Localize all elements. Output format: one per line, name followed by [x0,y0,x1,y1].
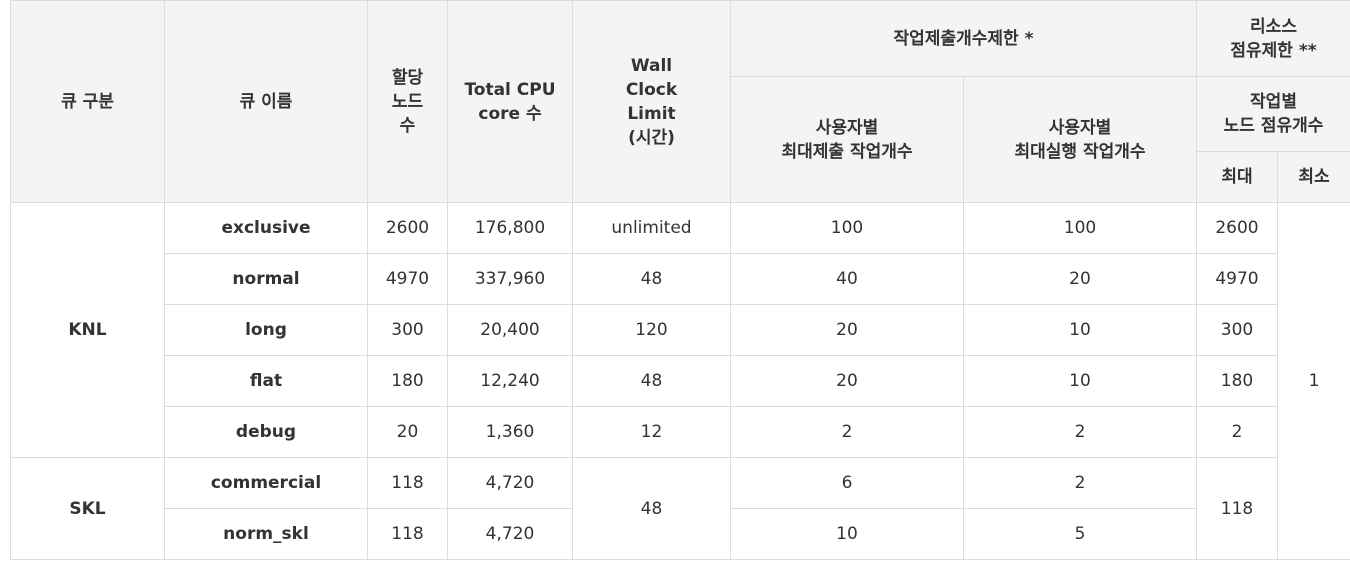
max-submit-cell: 6 [730,457,964,509]
max-nodes-cell: 118 [1196,457,1278,560]
max-run-cell: 10 [963,355,1197,407]
wall-clock-cell: unlimited [572,202,731,254]
max-submit-cell: 20 [730,355,964,407]
max-submit-cell: 10 [730,508,964,560]
table-row: KNL exclusive 2600 176,800 unlimited 100… [10,202,1350,560]
queue-policy-table: 큐 구분 큐 이름 할당 노드 수 Total CPU core 수 Wall Cloc… [10,0,1350,560]
nodes-cell: 2600 [367,202,448,254]
wall-clock-cell: 48 [572,253,731,305]
table-row: long 300 20,400 120 20 10 300 [11,304,1350,356]
queue-group-cell: SKL [10,457,165,560]
cores-cell: 4,720 [447,508,573,560]
header-wall-clock-limit: Wall Clock Limit (시간) [572,0,731,203]
wall-clock-cell: 12 [572,406,731,458]
table-row: flat 180 12,240 48 20 10 180 [11,355,1350,407]
nodes-cell: 300 [367,304,448,356]
nodes-cell: 180 [367,355,448,407]
max-submit-cell: 40 [730,253,964,305]
max-nodes-cell: 180 [1196,355,1278,407]
max-submit-cell: 100 [730,202,964,254]
cores-cell: 337,960 [447,253,573,305]
nodes-cell: 118 [367,457,448,509]
table-body: KNL exclusive 2600 176,800 unlimited 100… [10,202,1350,560]
header-queue-group: 큐 구분 [10,0,165,203]
max-run-cell: 5 [963,508,1197,560]
queue-group-cell: KNL [10,202,165,458]
wall-clock-cell: 120 [572,304,731,356]
header-queue-name: 큐 이름 [164,0,368,203]
cores-cell: 20,400 [447,304,573,356]
table-row: SKL commercial 118 4,720 48 6 2 118 [10,457,1350,560]
nodes-cell: 20 [367,406,448,458]
max-run-cell: 10 [963,304,1197,356]
header-total-cpu-cores: Total CPU core 수 [447,0,573,203]
table-row: normal 4970 337,960 48 40 20 4970 [11,253,1350,305]
cores-cell: 12,240 [447,355,573,407]
header-max-submit-per-user: 사용자별 최대제출 작업개수 [730,76,964,203]
table-row: debug 20 1,360 12 2 2 2 [11,406,1350,458]
queue-name-cell: commercial [164,457,368,509]
header-max: 최대 [1196,151,1278,203]
max-run-cell: 20 [963,253,1197,305]
header-resource-limit: 리소스 점유제한 ** [1195,0,1350,77]
cores-cell: 4,720 [447,457,573,509]
nodes-cell: 4970 [367,253,448,305]
max-submit-cell: 2 [730,406,964,458]
cores-cell: 1,360 [447,406,573,458]
max-run-cell: 100 [963,202,1197,254]
max-nodes-cell: 4970 [1196,253,1278,305]
max-nodes-cell: 2 [1196,406,1278,458]
wall-clock-cell: 48 [572,355,731,407]
queue-name-cell: flat [164,355,368,407]
queue-name-cell: exclusive [164,202,368,254]
queue-name-cell: normal [164,253,368,305]
min-nodes-cell: 1 [1276,202,1350,560]
header-allocated-nodes: 할당 노드 수 [367,0,448,203]
header-max-run-per-user: 사용자별 최대실행 작업개수 [963,76,1197,203]
queue-name-cell: debug [164,406,368,458]
wall-clock-cell: 48 [572,457,731,560]
table-header: 큐 구분 큐 이름 할당 노드 수 Total CPU core 수 Wall Cloc… [10,0,1350,203]
header-node-occupy-per-job: 작업별 노드 점유개수 [1195,76,1350,152]
header-submit-limit: 작업제출개수제한 * [730,0,1197,77]
header-min: 최소 [1276,151,1350,203]
queue-name-cell: long [164,304,368,356]
table-row: norm_skl 118 4,720 10 5 [11,508,1350,560]
max-nodes-cell: 300 [1196,304,1278,356]
max-submit-cell: 20 [730,304,964,356]
cores-cell: 176,800 [447,202,573,254]
max-run-cell: 2 [963,406,1197,458]
queue-name-cell: norm_skl [164,508,368,560]
max-nodes-cell: 2600 [1196,202,1278,254]
max-run-cell: 2 [963,457,1197,509]
nodes-cell: 118 [367,508,448,560]
